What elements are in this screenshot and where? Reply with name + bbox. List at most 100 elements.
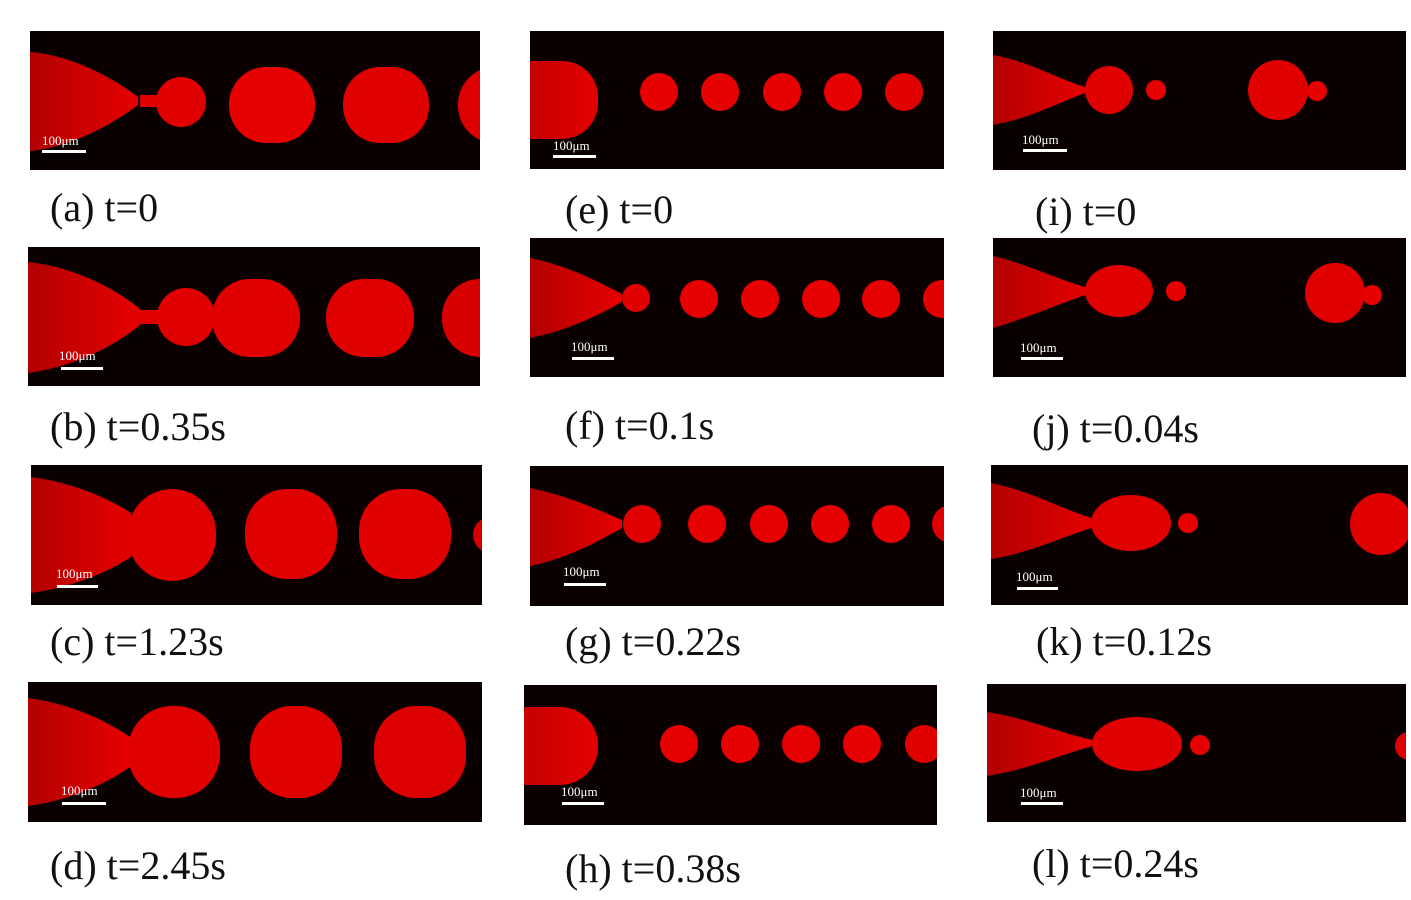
forming-droplet (157, 288, 215, 346)
scale-label: 100μm (1020, 785, 1057, 800)
droplet-image (31, 477, 482, 593)
satellite-droplet (1146, 80, 1166, 100)
forming-droplet (156, 77, 206, 127)
inlet-neck (31, 477, 131, 593)
panel-h-image: 100μm (524, 685, 937, 825)
forming-droplet (1092, 717, 1182, 771)
droplet-image (530, 258, 944, 338)
inlet-neck (530, 488, 622, 566)
droplet (701, 73, 739, 111)
scale-label: 100μm (571, 339, 608, 354)
panel-caption: (j) t=0.04s (1032, 406, 1199, 451)
panel-caption: (c) t=1.23s (50, 619, 224, 664)
inlet-neck (991, 483, 1095, 559)
scale-bar (1023, 149, 1067, 152)
droplet-image (524, 707, 937, 785)
droplet (763, 73, 801, 111)
droplet (442, 279, 480, 357)
panel-k-image: 100μm (991, 465, 1408, 605)
scale-bar (562, 802, 604, 805)
satellite-droplet (1178, 513, 1198, 533)
droplet (458, 70, 480, 140)
scale-bar (572, 357, 614, 360)
forming-droplet (1091, 495, 1171, 551)
panel-f-image: 100μm (530, 238, 944, 377)
inlet-plug (530, 61, 598, 139)
scale-label: 100μm (1016, 569, 1053, 584)
satellite-droplet (1307, 81, 1327, 101)
panel-a-image: 100μm (30, 31, 480, 170)
scale-bar (564, 583, 606, 586)
droplet (359, 489, 451, 579)
droplet (660, 725, 698, 763)
panel-l-image: 100μm (987, 684, 1406, 822)
droplet (905, 725, 937, 763)
scale-bar (1021, 357, 1063, 360)
droplet (750, 505, 788, 543)
droplet (128, 706, 220, 798)
droplet (811, 505, 849, 543)
panel-c-image: 100μm (31, 465, 482, 605)
scale-label: 100μm (56, 566, 93, 581)
droplet (245, 489, 337, 579)
droplet (872, 505, 910, 543)
forming-droplet (623, 505, 661, 543)
droplet (473, 519, 482, 551)
panel-caption: (h) t=0.38s (565, 846, 741, 891)
inlet-neck (993, 55, 1085, 125)
droplet-image (530, 61, 923, 139)
droplet-image (993, 256, 1382, 328)
panel-caption: (f) t=0.1s (565, 403, 715, 448)
droplet (862, 280, 900, 318)
satellite-droplet (1190, 735, 1210, 755)
droplet (326, 279, 414, 357)
scale-label: 100μm (1022, 132, 1059, 147)
droplet-image (30, 52, 480, 151)
droplet-image (991, 483, 1408, 559)
droplet (1350, 493, 1408, 555)
droplet (1305, 263, 1365, 323)
panel-caption: (g) t=0.22s (565, 619, 741, 664)
panel-caption: (e) t=0 (565, 187, 674, 232)
droplet (128, 489, 216, 581)
droplet (824, 73, 862, 111)
scale-bar (57, 585, 98, 588)
droplet (721, 725, 759, 763)
scale-label: 100μm (61, 783, 98, 798)
droplet (212, 279, 300, 357)
droplet-image (987, 712, 1406, 776)
droplet (640, 73, 678, 111)
droplet-image (530, 488, 944, 566)
panel-caption: (l) t=0.24s (1032, 841, 1199, 886)
scale-label: 100μm (561, 784, 598, 799)
inlet-neck (30, 52, 138, 151)
droplet-image (28, 262, 480, 373)
droplet (140, 95, 165, 107)
scale-bar (1021, 802, 1063, 805)
scale-bar (42, 150, 86, 153)
droplet (343, 67, 429, 143)
scale-label: 100μm (563, 564, 600, 579)
panel-caption: (a) t=0 (50, 185, 159, 230)
droplet (741, 280, 779, 318)
panel-e-image: 100μm (530, 31, 944, 169)
inlet-neck (28, 262, 140, 373)
droplet (923, 280, 944, 318)
panel-i-image: 100μm (993, 31, 1406, 170)
panel-j-image: 100μm (993, 238, 1406, 377)
droplet (1395, 732, 1406, 760)
droplet (229, 67, 315, 143)
panel-caption: (d) t=2.45s (50, 843, 226, 888)
droplet (802, 280, 840, 318)
droplet-image (993, 55, 1327, 125)
scale-label: 100μm (1020, 340, 1057, 355)
panel-d-image: 100μm (28, 682, 482, 822)
droplet (843, 725, 881, 763)
inlet-neck (530, 258, 622, 338)
satellite-droplet (1166, 281, 1186, 301)
forming-droplet (1085, 265, 1153, 317)
forming-droplet (622, 284, 650, 312)
panel-caption: (b) t=0.35s (50, 404, 226, 449)
forming-droplet (1085, 66, 1133, 114)
scale-label: 100μm (59, 348, 96, 363)
